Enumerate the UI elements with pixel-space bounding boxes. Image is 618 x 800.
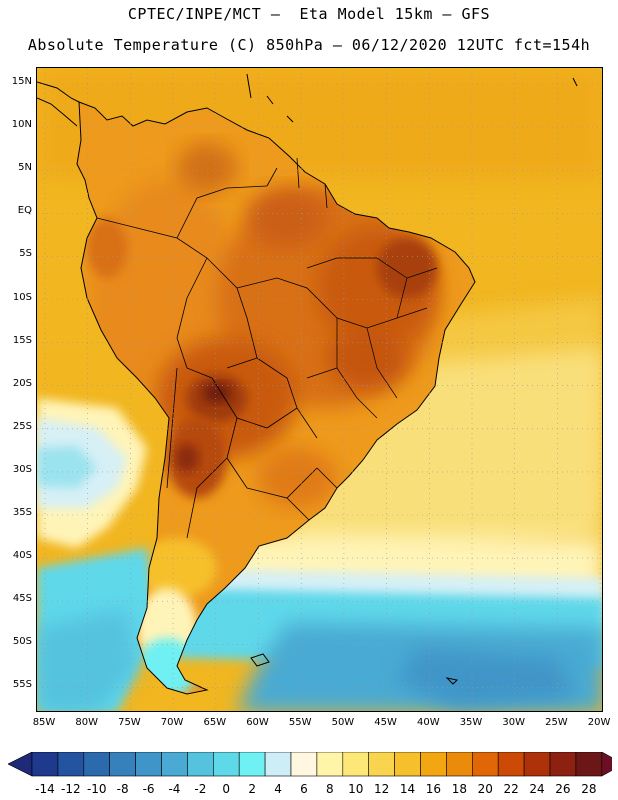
lat-label: 35S: [12, 507, 32, 518]
colorbar-swatch: [497, 751, 525, 777]
colorbar-label: -14: [35, 782, 55, 796]
colorbar-label: -2: [194, 782, 207, 796]
colorbar-swatch: [342, 751, 369, 777]
colorbar-swatch: [264, 751, 292, 777]
lat-label: 15N: [11, 76, 32, 87]
map-title-line-2: Absolute Temperature (C) 850hPa – 06/12/…: [27, 36, 591, 54]
colorbar-label: 6: [300, 782, 308, 796]
lon-label: 85W: [32, 717, 56, 728]
colorbar-swatch: [83, 751, 111, 777]
colorbar-swatch: [420, 751, 447, 777]
colorbar-label: -4: [168, 782, 181, 796]
lon-label: 50W: [331, 717, 355, 728]
lat-label: 45S: [12, 593, 32, 605]
lat-label: 5N: [18, 162, 32, 174]
map-title-line-1: CPTEC/INPE/MCT – Eta Model 15km – GFS: [127, 5, 491, 23]
colorbar-label: 10: [348, 782, 364, 796]
colorbar-label: 16: [425, 782, 442, 796]
falkland-islands: [250, 653, 270, 667]
lon-label: 60W: [246, 717, 269, 728]
caribbean-islands: [246, 73, 578, 123]
colorbar-swatch: [523, 751, 551, 777]
lat-label: 20S: [12, 377, 32, 389]
south-georgia: [445, 677, 459, 685]
colorbar-label: 24: [529, 782, 545, 796]
coastline: [76, 101, 476, 695]
state-borders: [306, 257, 438, 419]
lon-label: 25W: [545, 717, 568, 728]
colorbar-swatch: [394, 751, 421, 777]
colorbar-swatch: [290, 751, 318, 777]
colorbar-label: 4: [274, 782, 282, 796]
colorbar-label: 2: [248, 782, 256, 796]
central-america-coast: [37, 81, 80, 127]
lat-label: 55S: [12, 679, 32, 691]
lat-label: 40S: [12, 550, 32, 562]
colorbar-label: -6: [142, 782, 155, 796]
lon-label: 55W: [288, 717, 312, 728]
lat-label: EQ: [17, 205, 32, 217]
colorbar-low-arrow: [7, 751, 33, 777]
colorbar-label: -8: [116, 782, 129, 796]
lon-label: 75W: [118, 717, 141, 728]
lat-label: 10N: [11, 119, 32, 131]
colorbar-swatch: [109, 751, 136, 777]
colorbar-swatch: [446, 751, 473, 777]
colorbar-label: 22: [503, 782, 519, 796]
lon-label: 35W: [459, 717, 483, 728]
colorbar-label: 0: [222, 782, 231, 796]
colorbar-label: 8: [326, 782, 334, 796]
temperature-map: [36, 67, 603, 712]
colorbar-swatch: [31, 751, 59, 777]
lat-label: 5S: [19, 248, 32, 260]
lat-label: 25S: [12, 420, 32, 432]
colorbar-label: 28: [581, 782, 597, 796]
country-borders: [96, 157, 338, 539]
lat-label: 50S: [12, 636, 32, 648]
colorbar-swatch: [368, 751, 395, 777]
colorbar-label: 12: [374, 782, 390, 796]
colorbar-label: 20: [477, 782, 493, 796]
colorbar-label: 14: [399, 782, 416, 796]
colorbar-swatch: [57, 751, 85, 777]
colorbar-high-arrow: [601, 751, 618, 777]
lon-label: 70W: [160, 717, 184, 728]
colorbar-swatch: [213, 751, 240, 777]
colorbar-label: 26: [555, 782, 571, 796]
colorbar-swatch: [238, 751, 266, 777]
colorbar-swatch: [187, 751, 214, 777]
lon-label: 40W: [416, 717, 440, 728]
colorbar-swatch: [316, 751, 344, 777]
lat-label: 30S: [12, 463, 32, 475]
colorbar-swatch: [471, 751, 499, 777]
colorbar-swatch: [575, 751, 603, 777]
colorbar-label: 18: [451, 782, 467, 796]
lon-label: 80W: [75, 717, 98, 728]
colorbar: [7, 751, 618, 782]
lon-label: 65W: [203, 717, 227, 728]
colorbar-label: -10: [86, 782, 107, 796]
lon-label: 20W: [587, 717, 611, 728]
colorbar-label: -12: [61, 782, 81, 796]
colorbar-swatch: [161, 751, 188, 777]
lon-label: 45W: [374, 717, 397, 728]
lon-label: 30W: [502, 717, 525, 728]
colorbar-swatch: [549, 751, 577, 777]
lat-label: 15S: [12, 334, 32, 346]
lat-label: 10S: [12, 291, 32, 303]
colorbar-swatch: [135, 751, 162, 777]
